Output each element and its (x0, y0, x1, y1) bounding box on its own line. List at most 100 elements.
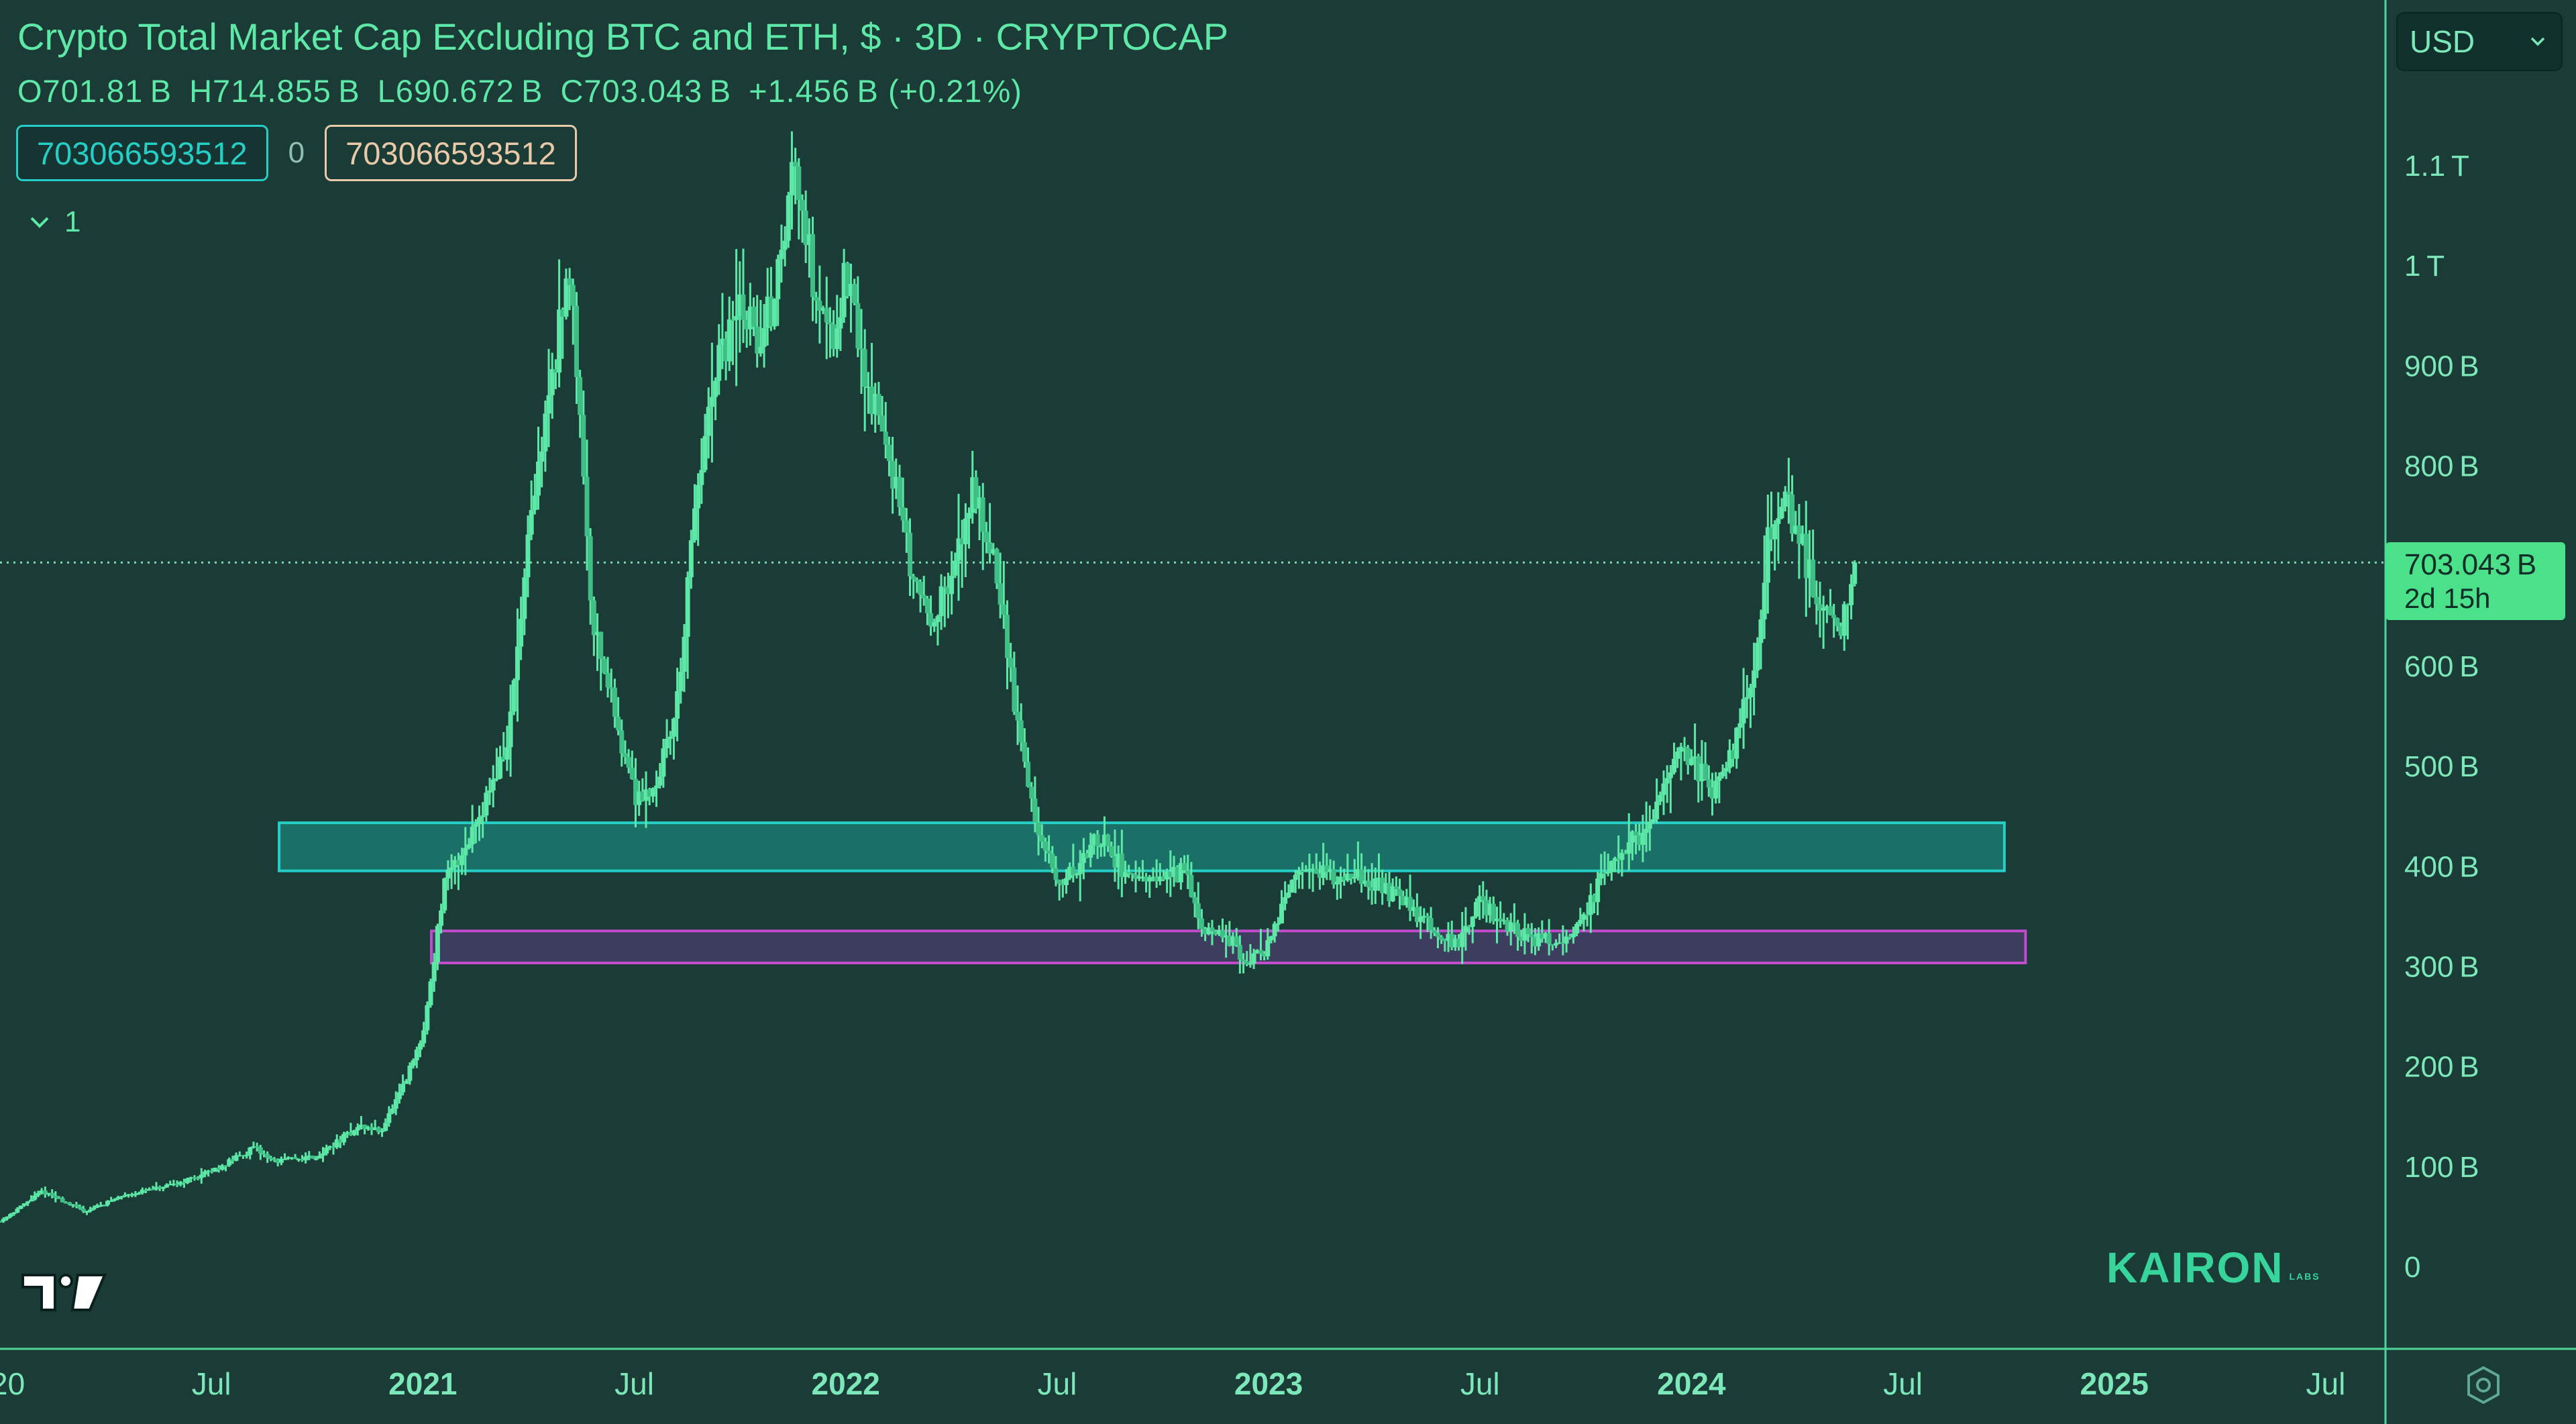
candle (511, 678, 517, 715)
candle (1258, 929, 1263, 961)
candle (1709, 772, 1715, 816)
candle (911, 574, 916, 599)
candle (959, 519, 965, 588)
candle (1460, 912, 1465, 964)
time-axis[interactable]: 20 Jul 2021 Jul 2022 Jul 2023 Jul 2024 Jul 2025 Jul (0, 1366, 2345, 1401)
candle (46, 1192, 51, 1197)
candle (1307, 854, 1312, 889)
candle (32, 1191, 38, 1201)
candle (178, 1180, 183, 1186)
tradingview-logo[interactable] (20, 1270, 107, 1317)
candle (18, 1205, 23, 1209)
candle (1428, 907, 1434, 939)
candle (782, 226, 788, 266)
candle (716, 324, 722, 395)
candle (647, 788, 652, 806)
candle (1216, 925, 1222, 936)
candle (942, 576, 947, 627)
candle (80, 1205, 86, 1213)
candle (1345, 854, 1350, 882)
candle (1446, 922, 1451, 952)
candle (529, 480, 534, 540)
candle (396, 1083, 402, 1104)
candle (1154, 859, 1159, 888)
candle (154, 1182, 159, 1191)
candle (265, 1151, 270, 1163)
candle (1081, 837, 1086, 880)
candle (292, 1154, 298, 1160)
candle (313, 1156, 319, 1161)
candle (376, 1126, 381, 1135)
candle (1734, 727, 1739, 769)
candle (404, 1078, 409, 1084)
candle (254, 1142, 260, 1152)
candle (289, 1157, 294, 1160)
candle (1439, 935, 1444, 944)
candle (1515, 919, 1521, 951)
candle (591, 596, 596, 656)
currency-label: USD (2410, 24, 2475, 59)
candle (1682, 737, 1687, 762)
gear-icon[interactable] (2462, 1364, 2505, 1407)
candle (1838, 622, 1843, 640)
candle (174, 1180, 180, 1187)
candle (654, 770, 659, 807)
candle (251, 1141, 256, 1149)
candle (1567, 933, 1572, 940)
time-axis-tick-label: Jul (1037, 1366, 1077, 1401)
candle (1591, 893, 1597, 913)
candle (1324, 853, 1330, 880)
candle (1473, 898, 1479, 919)
candle (1286, 884, 1291, 899)
price-axis[interactable]: 0 100 B 200 B 300 B 400 B 500 B 600 B 800 B 900 … (2404, 150, 2479, 1284)
candle (1085, 850, 1090, 858)
price-axis-tick-label: 1.1 T (2404, 150, 2469, 183)
candle (1414, 893, 1419, 927)
candle (1824, 604, 1829, 623)
candle (1807, 530, 1812, 608)
candle (924, 596, 930, 625)
candle (1022, 728, 1027, 768)
candle (1650, 809, 1656, 824)
candle (747, 283, 753, 346)
candle (1279, 890, 1284, 924)
indicator-value-left[interactable]: 703066593512 (16, 125, 268, 181)
candle (1376, 853, 1381, 891)
currency-selector[interactable]: USD (2396, 12, 2563, 71)
candle (894, 458, 899, 499)
candle (779, 224, 784, 283)
candle (1272, 921, 1277, 943)
candle (1619, 849, 1625, 877)
candle (439, 903, 444, 933)
candle (539, 436, 545, 488)
candle (1828, 589, 1833, 616)
candle (1703, 742, 1708, 780)
candle (115, 1195, 121, 1201)
candle (1265, 928, 1271, 960)
candle (1334, 876, 1340, 900)
candle (814, 291, 819, 324)
indicator-value-right[interactable]: 703066593512 (325, 125, 577, 181)
candle (11, 1212, 17, 1216)
candle (508, 684, 513, 777)
candle (1001, 560, 1006, 629)
support-zones[interactable] (278, 821, 2027, 964)
candle (789, 131, 794, 230)
candle (327, 1146, 333, 1151)
candle (1672, 742, 1677, 775)
chevron-down-icon (30, 217, 49, 228)
candle (299, 1155, 305, 1162)
candle (935, 614, 941, 646)
candle (1012, 652, 1017, 715)
candle (803, 190, 808, 263)
candle (998, 552, 1003, 619)
candle (189, 1176, 194, 1183)
candle (484, 786, 489, 822)
candle (629, 750, 635, 780)
candle (546, 348, 551, 448)
legend-collapse-toggle[interactable]: 1 (30, 205, 80, 239)
candle (1053, 856, 1059, 886)
candle (820, 305, 826, 315)
candle (1817, 581, 1823, 638)
